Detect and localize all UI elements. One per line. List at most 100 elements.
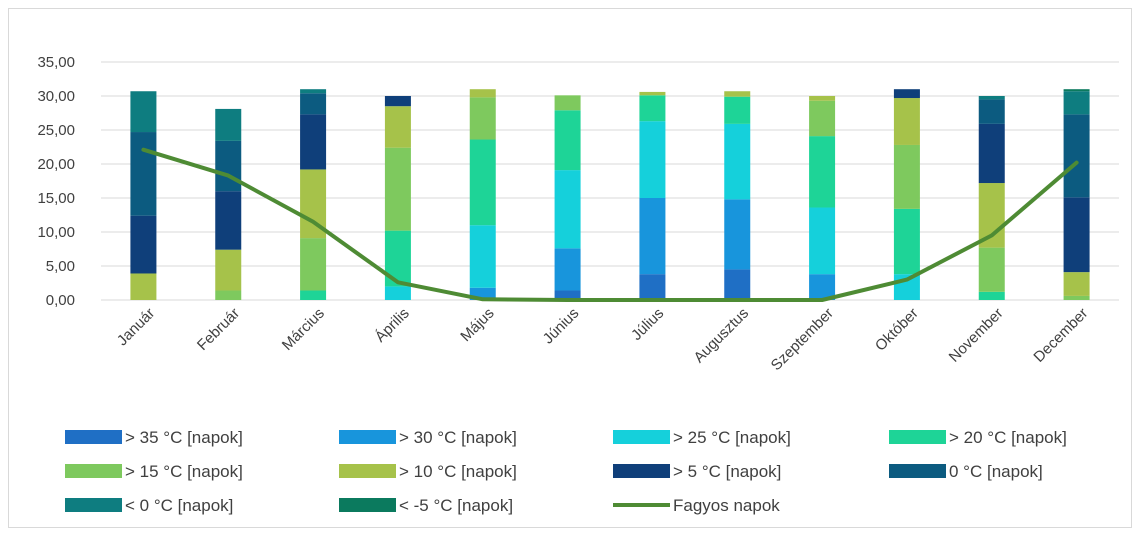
legend-label: > 5 °C [napok] [673, 462, 781, 481]
bar-segment [384, 106, 411, 148]
bar-segment [215, 290, 242, 300]
bar-segment [469, 97, 496, 140]
legend-swatch [889, 464, 946, 478]
bar-segment [978, 291, 1005, 300]
legend-label: Fagyos napok [673, 496, 780, 515]
bar-segment [639, 95, 666, 122]
x-tick-label: Április [372, 305, 413, 346]
y-tick-label: 20,00 [37, 156, 75, 173]
legend-swatch [65, 464, 122, 478]
bar-segment [724, 96, 751, 124]
legend-label: 0 °C [napok] [949, 462, 1043, 481]
chart-frame: 0,00 5,00 10,00 15,00 20,00 25,00 30,00 35,00 J… [8, 8, 1132, 528]
bar-segment [130, 273, 157, 300]
bar-segment [469, 139, 496, 226]
bar-segment [893, 89, 920, 99]
frost-days-line-path [141, 147, 1079, 302]
bar-segment [1063, 295, 1090, 300]
x-tick-label: Augusztus [691, 305, 753, 367]
bar-segment [130, 132, 157, 216]
bar-segment [978, 247, 1005, 292]
bar-segment [300, 238, 327, 291]
bar-segment [130, 91, 157, 133]
bar-segment [724, 269, 751, 300]
bar-segment [215, 191, 242, 250]
bar-segment [809, 96, 836, 101]
bar-segment [384, 96, 411, 107]
legend-label: < 0 °C [napok] [125, 496, 233, 515]
bar-segment [554, 248, 581, 291]
bar-segment [893, 144, 920, 209]
y-tick-label: 10,00 [37, 224, 75, 241]
bar-segment [554, 170, 581, 249]
x-axis-tick-labels: Január Február Március Április Május Június Jú… [114, 305, 1092, 374]
bar-segment [978, 123, 1005, 184]
legend-swatch [889, 430, 946, 444]
bar-segment [384, 286, 411, 300]
legend-swatch [339, 498, 396, 512]
bar-segment [724, 91, 751, 97]
bar-segment [1063, 89, 1090, 92]
legend-swatch [339, 464, 396, 478]
legend-label: > 25 °C [napok] [673, 428, 791, 447]
bar-segment [384, 147, 411, 231]
x-tick-label: Május [457, 305, 497, 345]
bar-segment [978, 99, 1005, 124]
bar-segment [809, 136, 836, 208]
bar-segment [724, 123, 751, 200]
x-tick-label: Január [114, 305, 158, 349]
bar-segment [300, 290, 327, 300]
frost-days-line [141, 147, 1079, 302]
bar-segment [300, 89, 327, 94]
bar-segment [639, 198, 666, 275]
bar-segment [639, 91, 666, 96]
y-tick-label: 0,00 [46, 292, 75, 309]
legend: > 35 °C [napok] > 30 °C [napok] > 25 °C [n… [65, 428, 1067, 515]
bar-segment [893, 208, 920, 275]
x-tick-label: Március [279, 305, 328, 354]
bar-segment [1063, 197, 1090, 273]
bars [130, 89, 1090, 300]
bar-segment [554, 290, 581, 300]
legend-swatch [65, 430, 122, 444]
bar-segment [978, 96, 1005, 100]
legend-label: > 30 °C [napok] [399, 428, 517, 447]
bar-segment [1063, 91, 1090, 115]
y-tick-label: 5,00 [46, 258, 75, 275]
legend-swatch [65, 498, 122, 512]
bar-segment [300, 114, 327, 170]
x-tick-label: November [946, 305, 1007, 366]
bar-segment [215, 249, 242, 291]
bar-segment [300, 93, 327, 115]
x-tick-label: Július [628, 305, 667, 344]
legend-label: < -5 °C [napok] [399, 496, 513, 515]
x-tick-label: Június [540, 305, 583, 348]
bar-segment [1063, 272, 1090, 296]
legend-label: > 35 °C [napok] [125, 428, 243, 447]
bar-segment [1063, 114, 1090, 198]
gridlines [101, 61, 1119, 301]
bar-segment [809, 274, 836, 300]
bar-segment [639, 121, 666, 198]
x-tick-label: December [1030, 305, 1091, 366]
legend-swatch [613, 430, 670, 444]
legend-label: > 15 °C [napok] [125, 462, 243, 481]
bar-segment [893, 98, 920, 145]
legend-swatch [339, 430, 396, 444]
legend-label: > 20 °C [napok] [949, 428, 1067, 447]
x-tick-label: Szeptember [768, 305, 837, 374]
x-tick-label: Október [872, 305, 922, 355]
stacked-bar-line-chart: 0,00 5,00 10,00 15,00 20,00 25,00 30,00 35,00 J… [37, 54, 1119, 515]
bar-segment [469, 89, 496, 98]
bar-segment [130, 215, 157, 274]
bar-segment [809, 100, 836, 137]
y-axis-tick-labels: 0,00 5,00 10,00 15,00 20,00 25,00 30,00 35,00 [37, 54, 75, 309]
bar-segment [554, 110, 581, 171]
y-tick-label: 30,00 [37, 88, 75, 105]
y-tick-label: 35,00 [37, 54, 75, 71]
bar-segment [469, 225, 496, 288]
bar-segment [724, 199, 751, 270]
bar-segment [809, 207, 836, 275]
bar-segment [554, 95, 581, 111]
bar-segment [215, 140, 242, 192]
